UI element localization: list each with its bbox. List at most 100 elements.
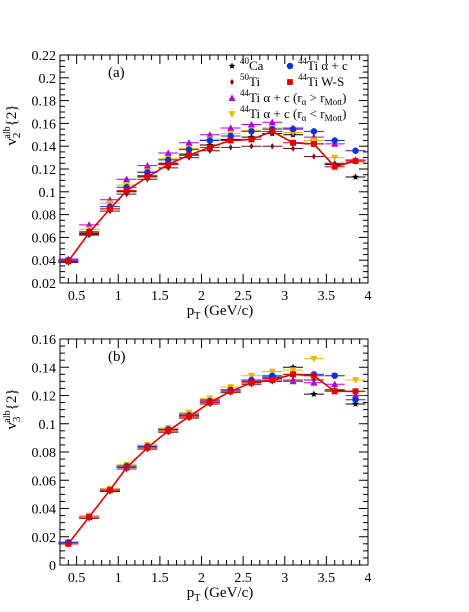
data-point <box>311 153 316 160</box>
x-axis-title: pT (GeV/c) <box>187 585 254 604</box>
legend-marker <box>228 62 236 69</box>
legend-entry-44ti-c-r-rmott: 44Ti α + c (rα < rMott) <box>240 104 346 123</box>
data-point <box>289 125 297 133</box>
data-point-top <box>331 388 338 395</box>
data-point <box>247 372 256 380</box>
x-tick-label: 1 <box>115 289 122 304</box>
y-tick-label: 0.12 <box>32 390 57 405</box>
y-tick-label: 0.2 <box>39 72 57 87</box>
legend-marker <box>228 94 236 101</box>
data-point <box>185 146 193 153</box>
data-point <box>144 169 151 176</box>
data-point <box>352 396 359 403</box>
data-point <box>124 190 129 198</box>
series-50ti <box>58 142 366 266</box>
y-tick-label: 0.04 <box>32 254 57 269</box>
legend-entry-44ti-w-s: 44Ti W-S <box>298 72 344 89</box>
data-point-top <box>248 136 255 143</box>
data-point <box>227 124 235 131</box>
x-tick-label: 3 <box>281 571 288 586</box>
y-tick-label: 0.16 <box>32 117 57 132</box>
data-point-top <box>123 187 130 194</box>
data-point <box>248 128 255 135</box>
legend-entry-40ca: 40Ca <box>240 56 264 73</box>
data-point-top <box>165 161 172 168</box>
data-point-top <box>165 427 172 434</box>
data-point <box>268 368 276 376</box>
y-tick-label: 0.14 <box>32 361 57 376</box>
data-point-top <box>107 487 113 494</box>
x-tick-label: 2 <box>198 571 205 586</box>
data-point <box>206 131 214 138</box>
data-point-top <box>352 158 359 164</box>
x-tick-label: 3 <box>281 289 288 304</box>
data-point-top <box>144 174 151 180</box>
data-point-top <box>227 388 234 395</box>
legend-marker <box>228 111 236 118</box>
data-point-top <box>311 372 317 379</box>
data-point-top <box>248 379 255 386</box>
data-point-top <box>65 258 72 265</box>
y-tick-label: 0.1 <box>39 186 57 201</box>
y-tick-label: 0.06 <box>32 231 57 246</box>
data-point <box>206 137 214 144</box>
x-tick-label: 4 <box>365 289 372 304</box>
legend-entry-44ti-c: 44Ti α + c <box>298 56 348 73</box>
y-tick-label: 0.22 <box>32 49 57 64</box>
y-tick-label: 0.16 <box>32 333 57 348</box>
y-tick-label: 0.18 <box>32 95 57 110</box>
y-tick-label: 0.04 <box>32 503 57 518</box>
series-40ca <box>58 363 366 546</box>
y-tick-label: 0.06 <box>32 474 57 489</box>
data-point-top <box>311 141 317 147</box>
y-tick-label: 0.02 <box>32 531 57 546</box>
data-point <box>352 400 359 407</box>
plot-frame <box>59 338 369 566</box>
legend-marker <box>230 78 234 86</box>
x-tick-label: 2 <box>198 289 205 304</box>
data-point-top <box>269 377 276 383</box>
y-axis-title: v3alb{2} <box>2 388 23 429</box>
data-point <box>289 377 297 385</box>
x-tick-label: 0.5 <box>68 289 86 304</box>
series-44ti-w-s <box>58 128 366 265</box>
legend-entry-44ti-c-r-rmott: 44Ti α + c (rα > rMott) <box>240 88 346 107</box>
data-point <box>310 355 318 363</box>
data-point <box>185 139 193 146</box>
data-point-top <box>86 229 93 236</box>
data-point <box>352 173 359 180</box>
data-point-top <box>290 139 296 146</box>
data-point-top <box>86 514 93 520</box>
data-point-top <box>65 540 72 547</box>
series-44ti-w-s <box>58 371 366 547</box>
legend-marker <box>286 62 294 70</box>
data-point <box>291 145 296 152</box>
x-tick-label: 3.5 <box>318 571 336 586</box>
data-point <box>331 380 339 388</box>
data-point <box>310 137 318 145</box>
data-point <box>331 154 339 162</box>
data-point <box>85 221 93 228</box>
data-point-top <box>186 152 192 159</box>
data-point <box>310 379 318 386</box>
x-tick-label: 0.5 <box>68 571 86 586</box>
data-point <box>351 377 360 384</box>
data-point <box>164 156 172 164</box>
data-point-top <box>123 464 130 471</box>
x-tick-label: 2.5 <box>234 571 252 586</box>
data-point <box>228 144 233 151</box>
x-tick-label: 1 <box>115 571 122 586</box>
legend-marker <box>287 79 293 85</box>
data-point <box>352 147 359 154</box>
data-point <box>331 372 338 379</box>
data-point-top <box>290 371 296 378</box>
x-tick-label: 1.5 <box>151 289 169 304</box>
data-point <box>289 367 297 374</box>
data-point-top <box>107 206 113 212</box>
legend-entry-50ti: 50Ti <box>240 72 260 89</box>
x-tick-label: 3.5 <box>318 289 336 304</box>
data-point <box>249 142 254 150</box>
